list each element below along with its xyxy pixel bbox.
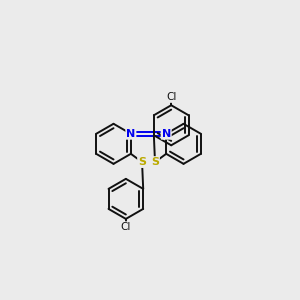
Text: S: S [151,157,159,167]
Text: S: S [138,157,146,167]
Text: Cl: Cl [121,222,131,232]
Text: N: N [126,129,136,139]
Text: N: N [162,129,171,139]
Text: Cl: Cl [166,92,176,102]
